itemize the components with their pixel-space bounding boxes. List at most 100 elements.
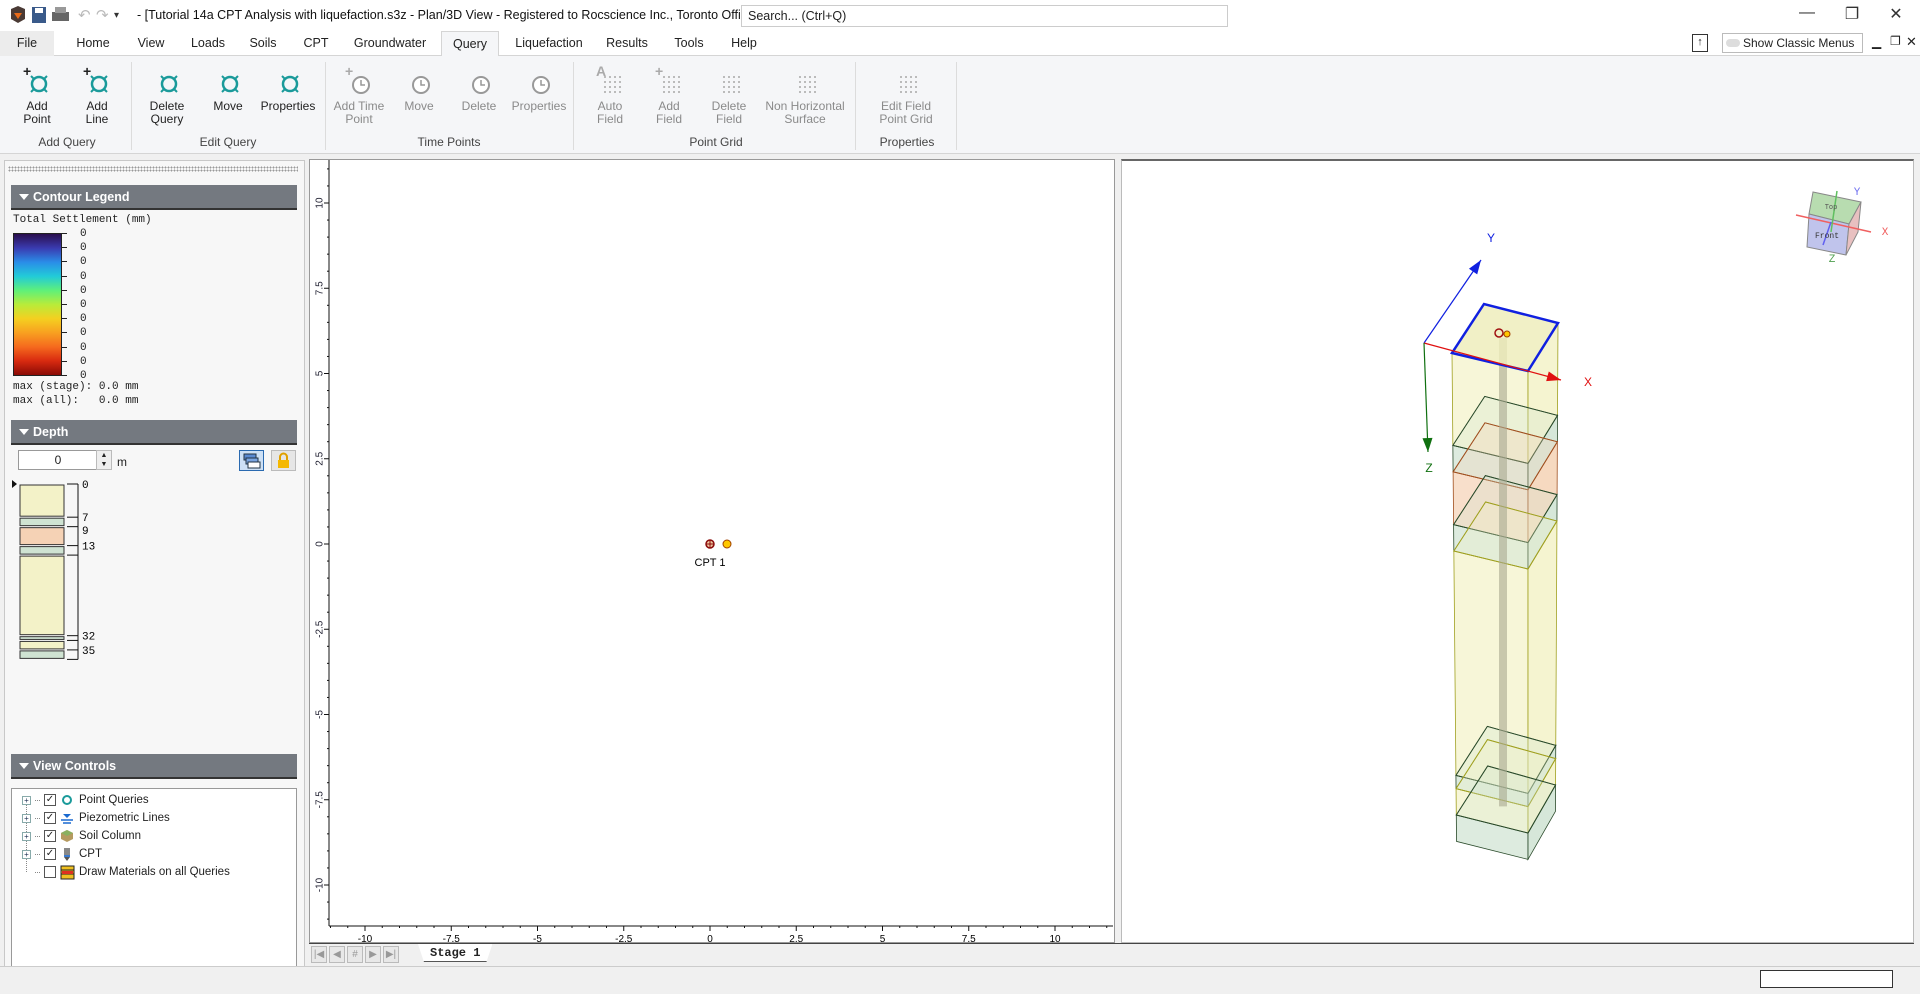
x-tick-label: -7.5 — [443, 934, 461, 944]
legend-tick — [62, 346, 67, 348]
tab-groundwater[interactable]: Groundwater — [353, 36, 427, 50]
3d-soil-layer — [1451, 303, 1559, 465]
last-stage-button[interactable]: ▶| — [383, 946, 399, 963]
expand-icon[interactable]: + — [22, 813, 31, 823]
checkbox[interactable]: ✓ — [44, 830, 56, 842]
search-input[interactable]: Search... (Ctrl+Q) — [741, 5, 1228, 27]
plan-view-canvas[interactable]: -10 -7.5 -5 -2.5 0 2.5 5 7.5 10 10 7.5 5 2.5 0 -2.5 -5 -… — [310, 160, 1116, 944]
tree-line — [35, 871, 40, 873]
depth-spinner[interactable]: ▲ ▼ — [96, 450, 112, 470]
doc-close-button[interactable]: ✕ — [1906, 34, 1917, 49]
3d-view-canvas[interactable]: Y X Z Top Front X Y Z — [1122, 161, 1915, 945]
query-point-icon[interactable] — [722, 539, 732, 549]
x-tick-label: -10 — [358, 934, 373, 944]
checkbox[interactable] — [44, 866, 56, 878]
tab-query[interactable]: Query — [441, 31, 499, 57]
doc-minimize-button[interactable]: ▁ — [1872, 35, 1882, 49]
show-classic-menus-toggle[interactable]: Show Classic Menus — [1722, 33, 1863, 53]
lock-button[interactable] — [271, 450, 296, 471]
materials-icon — [60, 865, 75, 879]
button-label-line1: Properties — [260, 99, 316, 113]
first-stage-button[interactable]: |◀ — [311, 946, 327, 963]
restore-button[interactable]: ❐ — [1844, 6, 1860, 23]
edit-field-point-grid-button[interactable]: Edit Field Point Grid — [875, 62, 937, 126]
tree-item[interactable]: + ✓ CPT — [22, 845, 102, 863]
legend-color-bar — [13, 233, 62, 376]
properties-button[interactable]: Properties — [257, 62, 319, 113]
checkbox[interactable]: ✓ — [44, 848, 56, 860]
button-label-line2: Query — [150, 112, 184, 126]
button-label-line1: Add — [658, 99, 680, 113]
plan-view[interactable]: -10 -7.5 -5 -2.5 0 2.5 5 7.5 10 10 7.5 5 2.5 0 -2.5 -5 -… — [309, 159, 1116, 944]
tab-liquefaction[interactable]: Liquefaction — [515, 36, 583, 50]
y-tick-label: -10 — [315, 877, 326, 892]
stage-number-button[interactable]: # — [347, 946, 363, 963]
expand-icon[interactable]: + — [22, 831, 31, 841]
tab-view[interactable]: View — [137, 36, 165, 50]
soil-layer — [19, 546, 65, 555]
depth-header[interactable]: Depth — [11, 420, 297, 445]
depth-input[interactable]: 0 — [18, 450, 98, 470]
status-bar — [0, 966, 1920, 994]
group-divider — [956, 62, 957, 150]
doc-restore-button[interactable]: ❐ — [1890, 34, 1901, 48]
3d-view[interactable]: Y X Z Top Front X Y Z — [1121, 159, 1914, 943]
depth-label: 35 — [82, 646, 95, 658]
x-tick-label: 10 — [1049, 934, 1061, 944]
button-label-line2: Point — [23, 112, 51, 126]
panel-grip[interactable] — [8, 166, 298, 172]
checkbox[interactable]: ✓ — [44, 812, 56, 824]
delete-time-point-button[interactable]: Delete — [448, 62, 510, 113]
depth-marker-icon[interactable] — [12, 480, 17, 488]
view-controls-header[interactable]: View Controls — [11, 754, 297, 779]
y-tick-label: 2.5 — [315, 451, 326, 465]
checkbox[interactable]: ✓ — [44, 794, 56, 806]
previous-stage-button[interactable]: ◀ — [329, 946, 345, 963]
soil-layer — [19, 527, 65, 546]
tab-loads[interactable]: Loads — [190, 36, 226, 50]
tree-item[interactable]: + ✓ Soil Column — [22, 827, 141, 845]
move-time-point-button[interactable]: Move — [388, 62, 450, 113]
button-label-line2: Line — [85, 112, 109, 126]
layers-button[interactable] — [239, 450, 264, 471]
tab-home[interactable]: Home — [76, 36, 110, 50]
tree-item[interactable]: + ✓ Piezometric Lines — [22, 809, 170, 827]
add-field-button[interactable]: + Add Field — [638, 62, 700, 126]
tab-tools[interactable]: Tools — [674, 36, 704, 50]
tree-item[interactable]: + ✓ Point Queries — [22, 791, 149, 809]
tree-line — [35, 853, 40, 855]
close-button[interactable]: ✕ — [1889, 6, 1903, 23]
button-label-line2: Field — [715, 112, 742, 126]
move-button[interactable]: Move — [197, 62, 259, 113]
expand-icon[interactable]: + — [22, 795, 31, 805]
next-stage-button[interactable]: ▶ — [365, 946, 381, 963]
auto-field-button[interactable]: A Auto Field — [579, 62, 641, 126]
quick-access-toolbar: ↶ ↷ ▾ — [11, 6, 119, 24]
query-point-3d[interactable] — [1503, 330, 1511, 338]
add-field-icon: + — [655, 63, 680, 93]
tree-line — [35, 835, 40, 837]
tab-file[interactable]: File — [0, 31, 54, 56]
delete-field-button[interactable]: Delete Field — [698, 62, 760, 126]
tree-item[interactable]: Draw Materials on all Queries — [22, 863, 230, 881]
add-line-button[interactable]: + Add Line — [66, 62, 128, 126]
collapse-ribbon-icon[interactable]: ↑ — [1692, 34, 1708, 52]
tab-help[interactable]: Help — [731, 36, 757, 50]
tab-stage-1[interactable]: Stage 1 — [418, 944, 493, 962]
expand-icon[interactable]: + — [22, 849, 31, 859]
non-horizontal-surface-button[interactable]: Non Horizontal Surface — [762, 62, 848, 126]
time-point-properties-button[interactable]: Properties — [508, 62, 570, 113]
delete-query-button[interactable]: Delete Query — [136, 62, 198, 126]
add-time-point-button[interactable]: + Add Time Point — [328, 62, 390, 126]
tab-results[interactable]: Results — [606, 36, 648, 50]
tab-soils[interactable]: Soils — [249, 36, 277, 50]
cpt-marker-3d[interactable] — [1494, 328, 1504, 338]
cpt-1-marker[interactable] — [705, 539, 715, 549]
tab-cpt[interactable]: CPT — [303, 36, 329, 50]
navigation-cube[interactable]: Top Front X Y Z — [1795, 187, 1889, 266]
minimize-button[interactable]: — — [1799, 4, 1815, 21]
contour-legend-header[interactable]: Contour Legend — [11, 185, 297, 210]
redo-icon: ↷ — [96, 7, 109, 24]
add-point-button[interactable]: + Add Point — [6, 62, 68, 126]
legend-label: 0 — [80, 370, 87, 382]
